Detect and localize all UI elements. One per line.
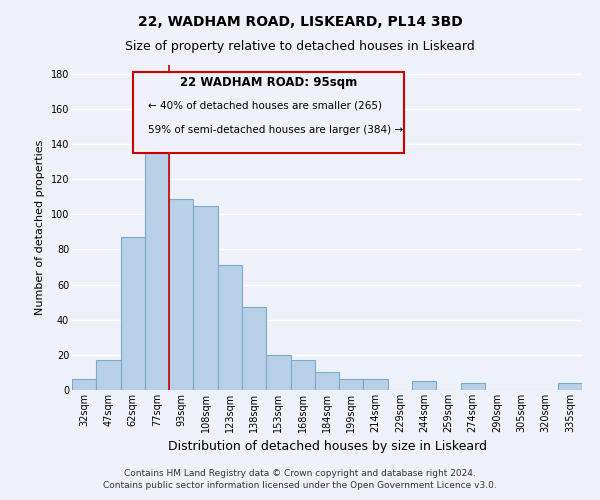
Bar (412, 381, 436, 390)
Bar (96, 360, 121, 390)
Text: Size of property relative to detached houses in Liskeard: Size of property relative to detached ho… (125, 40, 475, 53)
Y-axis label: Number of detached properties: Number of detached properties (35, 140, 45, 315)
Bar (266, 355, 290, 390)
Bar (242, 308, 266, 390)
Bar (364, 380, 388, 390)
Bar (169, 198, 193, 390)
Bar (461, 383, 485, 390)
Bar (121, 237, 145, 390)
Text: 22 WADHAM ROAD: 95sqm: 22 WADHAM ROAD: 95sqm (180, 76, 357, 90)
Bar (290, 360, 315, 390)
Bar (218, 266, 242, 390)
Bar (315, 372, 339, 390)
Text: Contains HM Land Registry data © Crown copyright and database right 2024.
Contai: Contains HM Land Registry data © Crown c… (103, 468, 497, 490)
Bar (72, 380, 96, 390)
Bar (193, 206, 218, 390)
Bar (339, 380, 364, 390)
Text: 59% of semi-detached houses are larger (384) →: 59% of semi-detached houses are larger (… (149, 125, 404, 135)
Text: ← 40% of detached houses are smaller (265): ← 40% of detached houses are smaller (26… (149, 101, 383, 111)
Bar (558, 383, 582, 390)
Bar (145, 132, 169, 390)
Text: 22, WADHAM ROAD, LISKEARD, PL14 3BD: 22, WADHAM ROAD, LISKEARD, PL14 3BD (137, 15, 463, 29)
FancyBboxPatch shape (133, 72, 404, 153)
X-axis label: Distribution of detached houses by size in Liskeard: Distribution of detached houses by size … (167, 440, 487, 454)
